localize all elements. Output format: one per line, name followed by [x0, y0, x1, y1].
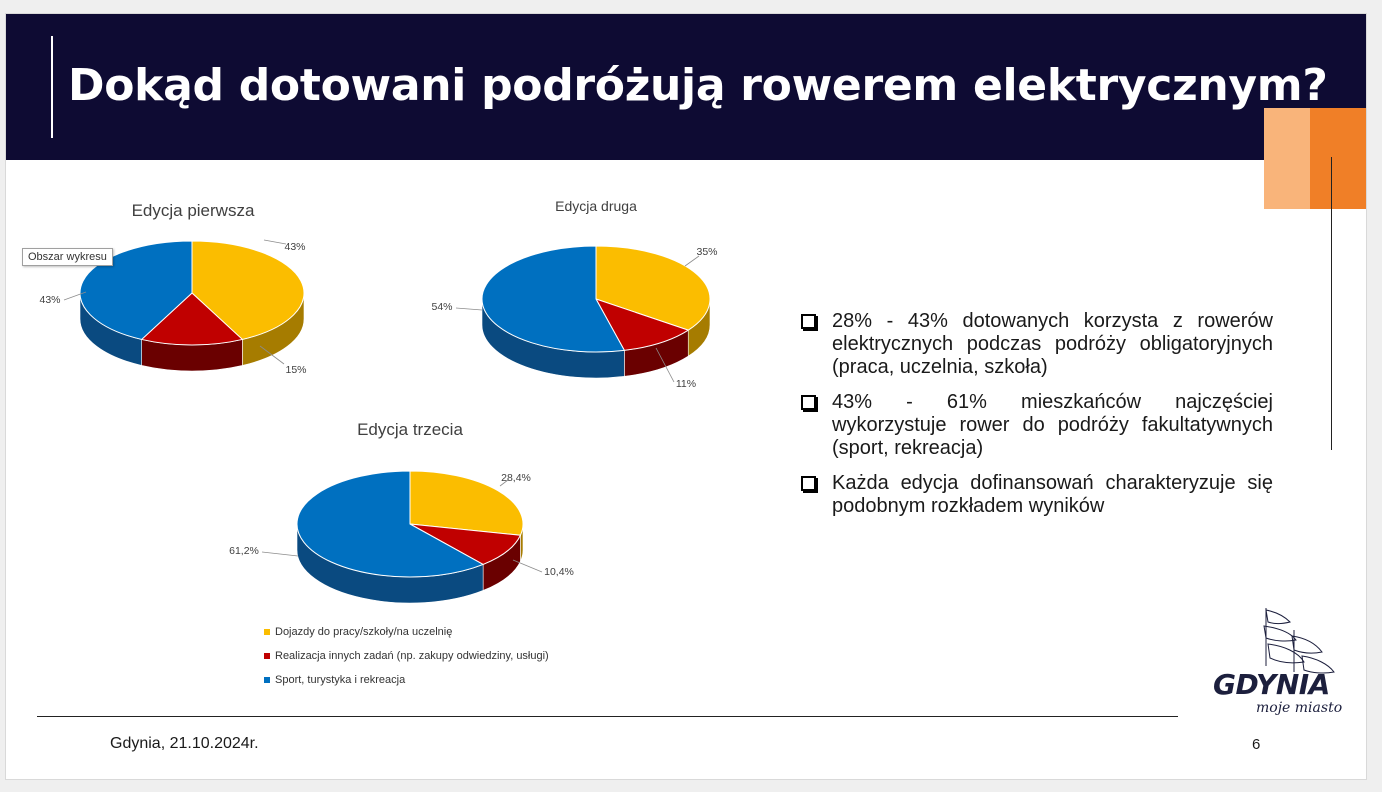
data-label-other-tasks: 15% [285, 364, 306, 376]
pie-slice-sport [296, 470, 485, 578]
leader-line [259, 345, 285, 365]
leader-line [684, 255, 700, 267]
title-bar: Dokąd dotowani podróżują rowerem elektry… [6, 14, 1366, 160]
leader-line [261, 551, 299, 557]
footer-date: Gdynia, 21.10.2024r. [110, 735, 259, 752]
data-label-commute: 43% [284, 241, 305, 253]
accent-block-dark [1310, 108, 1366, 209]
gdynia-logo: GDYNIA [1213, 668, 1330, 701]
checkbox-bullet-icon [801, 395, 816, 410]
accent-vertical-line [1331, 157, 1332, 450]
pie-slice-other-tasks [140, 292, 244, 346]
pie-chart-3: Edycja trzecia 28,4% 10,4% 61,2% [229, 420, 574, 604]
title-divider [51, 36, 53, 138]
bullet-item: 28% - 43% dotowanych korzysta z rowerów … [801, 310, 1273, 379]
leader-line [512, 559, 543, 573]
pie-slice-commute [409, 470, 524, 536]
chart-title: Edycja trzecia [357, 420, 463, 439]
legend-swatch-sport [264, 677, 270, 683]
legend-item-sport: Sport, turystyka i rekreacja [264, 668, 549, 692]
pie-charts-area[interactable]: Edycja pierwsza 43% 15% 43% Edycja druga 35% 1… [6, 160, 786, 620]
data-label-sport: 54% [431, 301, 452, 313]
data-label-commute: 28,4% [501, 472, 531, 484]
pie-slice-commute [595, 245, 711, 331]
legend-swatch-other-tasks [264, 653, 270, 659]
data-label-sport: 61,2% [229, 545, 259, 557]
data-label-other-tasks: 10,4% [544, 566, 574, 578]
data-label-other-tasks: 11% [676, 378, 696, 390]
pie-slice-other-tasks [594, 298, 690, 351]
data-label-sport: 43% [39, 294, 60, 306]
sailing-ship-icon [1263, 608, 1335, 674]
checkbox-bullet-icon [801, 314, 816, 329]
legend-item-other-tasks: Realizacja innych zadań (np. zakupy odwi… [264, 644, 549, 668]
pie-chart-1: Edycja pierwsza 43% 15% 43% [39, 201, 306, 376]
pie-slice-commute [191, 240, 305, 340]
bullet-item: 43% - 61% mieszkańców najczęściej wykorz… [801, 391, 1273, 460]
legend-item-commute: Dojazdy do pracy/szkoły/na uczelnię [264, 620, 549, 644]
data-label-commute: 35% [696, 246, 717, 258]
chart-title: Edycja druga [555, 198, 637, 214]
legend-swatch-commute [264, 629, 270, 635]
legend-label-other-tasks: Realizacja innych zadań (np. zakupy odwi… [275, 650, 549, 662]
bullet-list: 28% - 43% dotowanych korzysta z rowerów … [801, 310, 1273, 530]
footer-divider [37, 716, 1178, 717]
bullet-text: 43% - 61% mieszkańców najczęściej wykorz… [832, 391, 1273, 459]
accent-block-light [1264, 108, 1310, 209]
slide: Dokąd dotowani podróżują rowerem elektry… [6, 14, 1366, 779]
logo-tagline: moje miasto [1256, 700, 1343, 716]
chart-legend[interactable]: Dojazdy do pracy/szkoły/na uczelnię Real… [264, 620, 549, 692]
bullet-text: 28% - 43% dotowanych korzysta z rowerów … [832, 310, 1273, 378]
pie-slice-sport [481, 245, 626, 353]
pie-chart-2: Edycja druga 35% 11% 54% [431, 198, 717, 390]
leader-line [655, 347, 675, 383]
legend-label-commute: Dojazdy do pracy/szkoły/na uczelnię [275, 626, 453, 638]
page-number: 6 [1252, 736, 1261, 753]
leader-line [455, 307, 483, 311]
chart-title: Edycja pierwsza [132, 201, 255, 220]
checkbox-bullet-icon [801, 476, 816, 491]
chart-area-tooltip: Obszar wykresu [22, 248, 113, 266]
legend-label-sport: Sport, turystyka i rekreacja [275, 674, 406, 686]
leader-line [63, 291, 87, 301]
slide-title: Dokąd dotowani podróżują rowerem elektry… [68, 60, 1328, 111]
bullet-item: Każda edycja dofinansowań charakteryzuje… [801, 472, 1273, 518]
pie-slice-other-tasks [409, 523, 522, 565]
leader-line [263, 239, 287, 245]
leader-line [499, 479, 509, 487]
bullet-text: Każda edycja dofinansowań charakteryzuje… [832, 472, 1273, 517]
